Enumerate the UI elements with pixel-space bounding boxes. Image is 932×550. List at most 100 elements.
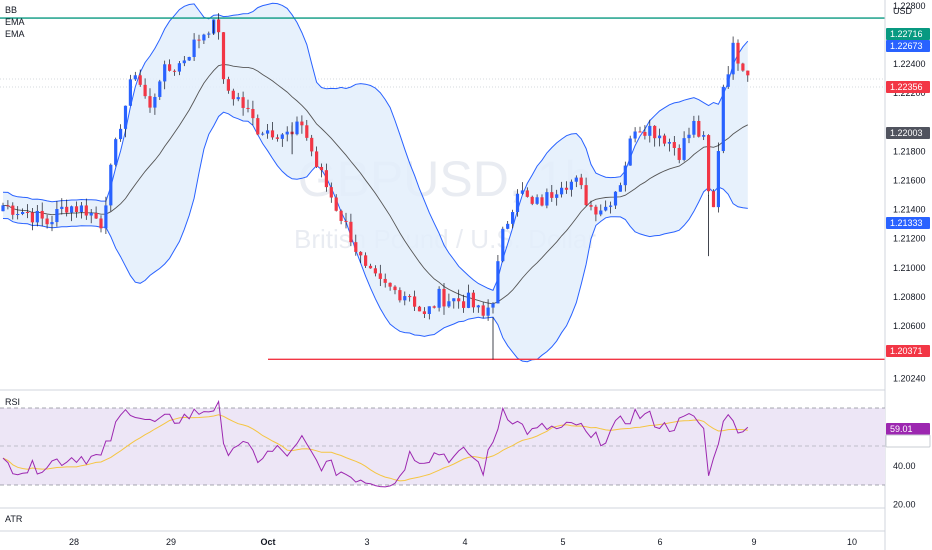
candle-body — [349, 221, 353, 243]
candle — [45, 214, 49, 229]
candle-body — [368, 265, 373, 269]
candle-body — [653, 125, 657, 139]
bb-fill — [3, 3, 748, 362]
candle — [677, 144, 681, 164]
candle — [295, 116, 299, 136]
candle — [388, 282, 392, 291]
candle-body — [270, 130, 275, 138]
candle-body — [383, 278, 387, 283]
price-badge — [886, 40, 930, 52]
indicator-label-ema-1[interactable]: EMA — [5, 17, 25, 27]
candle-body — [217, 19, 221, 33]
candle-body — [707, 135, 711, 192]
candle — [697, 115, 701, 138]
time-tick-label: 6 — [657, 537, 662, 547]
candle-body — [182, 60, 186, 64]
candle-body — [486, 307, 490, 316]
rsi-tick-label: 20.00 — [893, 499, 916, 509]
candle-body — [466, 292, 471, 308]
candle-body — [99, 218, 103, 229]
candle-body — [89, 212, 93, 216]
rsi-pane-label[interactable]: RSI — [5, 397, 21, 407]
candle-body — [741, 63, 745, 71]
candle-body — [496, 261, 500, 304]
price-tick-label: 1.21600 — [893, 175, 926, 185]
candle — [506, 221, 510, 230]
candle-body — [726, 74, 730, 87]
atr-pane-label[interactable]: ATR — [5, 514, 23, 524]
candle-body — [540, 197, 544, 206]
candle — [648, 119, 652, 143]
candle — [172, 69, 177, 76]
candle — [682, 131, 686, 162]
candle-body — [300, 121, 304, 126]
bb-upper-line — [2, 2, 749, 291]
candle — [643, 125, 647, 140]
candle — [604, 200, 608, 212]
candle-body — [633, 131, 637, 139]
candle — [721, 84, 725, 154]
candle-body — [74, 206, 79, 212]
candle-body — [711, 191, 716, 208]
candle-body — [628, 138, 632, 166]
candle — [711, 189, 716, 208]
candle — [672, 135, 676, 156]
price-tick-label: 1.21200 — [893, 234, 926, 244]
candle — [584, 177, 588, 207]
rsi-badge — [886, 423, 930, 435]
candle — [334, 194, 338, 212]
time-tick-label: 3 — [364, 537, 369, 547]
price-labels: 1.22716 1.22673 1.22356 1.22003 1.21333 1.203… — [886, 28, 930, 357]
candle — [432, 305, 436, 309]
candle-body — [692, 120, 696, 135]
candle-body — [609, 205, 613, 207]
candle — [94, 206, 98, 219]
candle-body — [50, 222, 54, 225]
candle-body — [1, 205, 5, 212]
candle-body — [530, 196, 534, 204]
candle — [599, 204, 603, 217]
candle — [241, 91, 245, 116]
candle — [16, 206, 20, 220]
candle-body — [427, 306, 431, 314]
candle — [275, 134, 279, 142]
candle-body — [359, 251, 363, 256]
candle — [437, 286, 441, 312]
price-tick-label: 1.21000 — [893, 263, 926, 273]
candle-body — [731, 42, 735, 75]
candle — [11, 202, 15, 220]
candle — [280, 133, 284, 147]
price-tick-label: 1.20240 — [893, 373, 926, 383]
candle-body — [506, 223, 510, 229]
candle — [471, 289, 475, 313]
candle-body — [119, 128, 123, 140]
candle-body — [138, 75, 142, 85]
candle-body — [94, 212, 98, 219]
candle-body — [295, 121, 299, 135]
candle-body — [638, 131, 642, 133]
indicator-label-bb[interactable]: BB — [5, 5, 18, 15]
time-tick-label: 4 — [462, 537, 467, 547]
candle-body — [702, 135, 706, 137]
price-badge — [886, 28, 930, 40]
candle — [285, 126, 289, 142]
time-axis[interactable]: 28 29 Oct 3 4 5 6 9 10 — [69, 537, 857, 547]
candle — [447, 293, 451, 308]
candle — [589, 200, 593, 211]
candle-body — [471, 292, 475, 308]
price-badge-text: 1.22003 — [890, 128, 923, 138]
candle-body — [84, 205, 88, 216]
candle-body — [114, 139, 118, 165]
candle — [30, 207, 34, 231]
candle-body — [315, 151, 319, 167]
candle-body — [310, 137, 314, 152]
candle-body — [207, 33, 211, 35]
candle-body — [662, 135, 667, 144]
candle-body — [604, 206, 608, 211]
candle-body — [618, 185, 622, 192]
rsi-badge-text: 58.98 — [890, 436, 913, 446]
candle — [530, 195, 534, 206]
indicator-label-ema-2[interactable]: EMA — [5, 29, 25, 39]
candle-body — [672, 142, 676, 148]
candle — [422, 307, 426, 318]
